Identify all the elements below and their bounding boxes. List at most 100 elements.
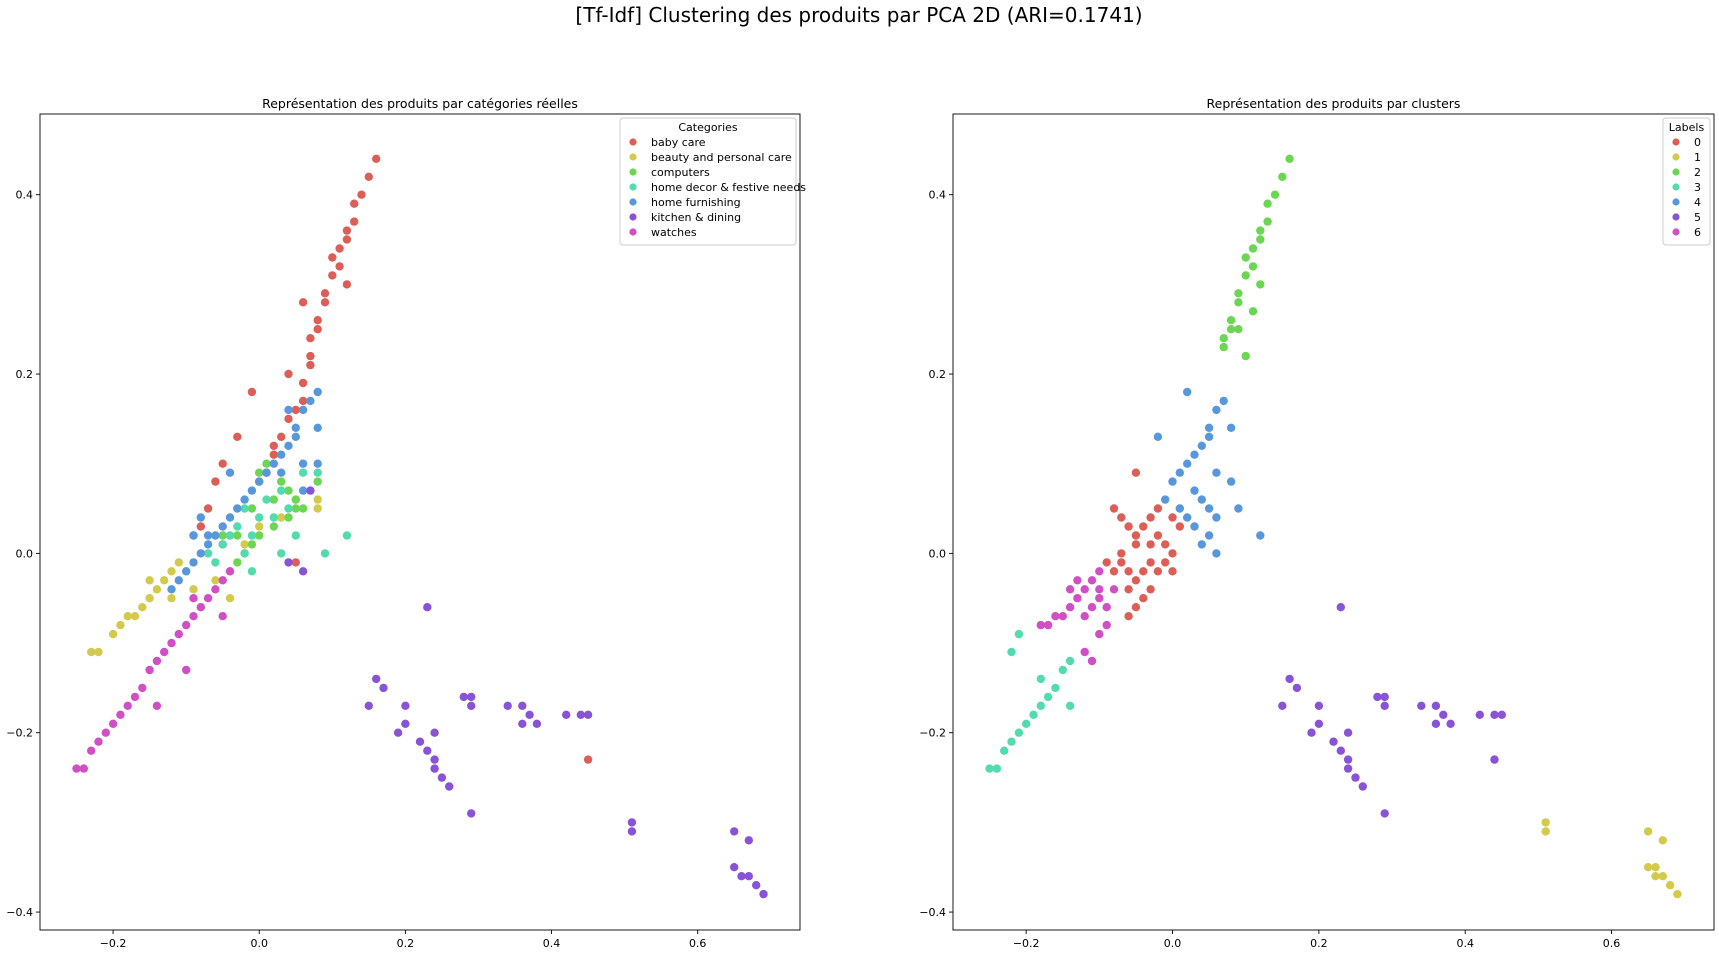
legend-marker <box>629 138 637 146</box>
data-point <box>320 289 330 298</box>
scatter-points <box>72 154 768 899</box>
data-point <box>145 665 154 675</box>
data-point <box>1446 719 1455 728</box>
legend-label: home decor & festive needs <box>651 181 806 194</box>
data-point <box>1475 710 1485 719</box>
data-point <box>313 316 322 325</box>
data-point <box>1643 863 1653 872</box>
data-point <box>737 872 746 881</box>
data-point <box>298 405 308 415</box>
data-point <box>313 495 322 504</box>
data-point <box>1117 558 1126 567</box>
data-point <box>1087 576 1097 585</box>
data-point <box>225 513 235 522</box>
data-point <box>233 504 242 513</box>
data-point <box>1139 522 1148 531</box>
data-point <box>1014 728 1024 737</box>
y-tick-label: −0.2 <box>919 727 946 740</box>
data-point <box>269 441 278 450</box>
data-point <box>284 558 293 567</box>
data-point <box>1226 477 1236 486</box>
data-point <box>189 531 198 540</box>
data-point <box>364 172 373 181</box>
data-point <box>298 486 308 495</box>
data-point <box>1051 612 1060 621</box>
data-point <box>1131 468 1141 477</box>
data-point <box>167 638 176 648</box>
data-point <box>1497 710 1507 719</box>
legend-marker <box>1672 183 1680 191</box>
panel-title: Représentation des produits par catégori… <box>262 96 578 111</box>
data-point <box>1263 199 1272 208</box>
data-point <box>218 540 227 549</box>
data-point <box>211 576 220 585</box>
data-point <box>269 522 278 531</box>
y-tick-label: −0.4 <box>6 906 33 919</box>
data-point <box>1270 190 1280 199</box>
data-point <box>1373 692 1382 702</box>
data-point <box>1153 567 1163 576</box>
data-point <box>1117 513 1126 522</box>
data-point <box>174 629 183 639</box>
y-tick-label: 0.0 <box>16 547 34 560</box>
legend-label: baby care <box>651 136 706 149</box>
data-point <box>415 737 425 746</box>
data-point <box>1014 629 1024 639</box>
data-point <box>152 585 162 594</box>
data-point <box>1036 674 1046 684</box>
axes-frame <box>39 113 801 931</box>
data-point <box>583 755 593 764</box>
data-point <box>298 459 308 468</box>
data-point <box>430 755 439 764</box>
data-point <box>211 585 220 594</box>
data-point <box>240 549 249 558</box>
data-point <box>218 531 227 540</box>
data-point <box>401 719 410 728</box>
data-point <box>313 423 322 432</box>
data-point <box>335 244 344 253</box>
data-point <box>94 737 103 746</box>
data-point <box>255 477 264 486</box>
data-point <box>1190 486 1199 495</box>
data-point <box>1124 585 1133 594</box>
data-point <box>182 620 191 630</box>
data-point <box>320 298 330 307</box>
data-point <box>203 504 213 513</box>
data-point <box>1065 603 1075 612</box>
data-point <box>1073 594 1082 603</box>
data-point <box>277 549 286 558</box>
data-point <box>752 881 761 890</box>
data-point <box>160 576 169 585</box>
data-point <box>1234 298 1243 307</box>
y-tick-label: 0.2 <box>929 368 947 381</box>
data-point <box>225 594 235 603</box>
data-point <box>437 773 447 782</box>
data-point <box>1139 594 1148 603</box>
data-point <box>218 576 227 585</box>
panel-title: Représentation des produits par clusters <box>1207 96 1461 111</box>
data-point <box>1351 773 1360 782</box>
data-point <box>1131 576 1141 585</box>
x-tick-label: 0.2 <box>1310 937 1328 950</box>
data-point <box>291 423 300 432</box>
x-tick-label: 0.4 <box>1456 937 1474 950</box>
data-point <box>79 764 89 773</box>
data-point <box>1380 809 1389 818</box>
data-point <box>196 603 205 612</box>
data-point <box>306 360 315 370</box>
data-point <box>518 719 527 728</box>
data-point <box>1065 585 1075 594</box>
data-point <box>1168 567 1177 576</box>
legend-label: 0 <box>1694 136 1701 149</box>
data-point <box>1212 468 1221 477</box>
data-point <box>1651 863 1660 872</box>
data-point <box>87 746 96 755</box>
data-point <box>1102 620 1111 630</box>
data-point <box>247 387 257 397</box>
data-point <box>576 710 585 719</box>
data-point <box>1102 603 1111 612</box>
data-point <box>627 827 637 836</box>
data-point <box>430 764 439 773</box>
data-point <box>1161 495 1170 504</box>
data-point <box>1212 513 1221 522</box>
